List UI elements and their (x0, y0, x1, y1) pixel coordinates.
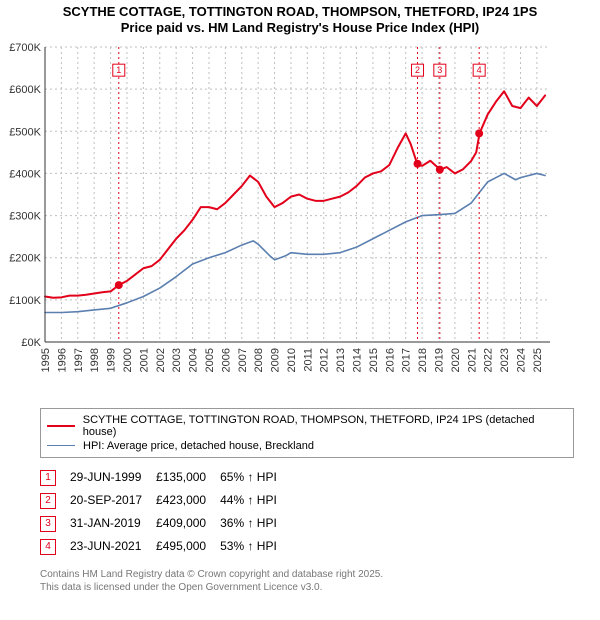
transaction-marker: 3 (40, 516, 56, 532)
title-line1: SCYTHE COTTAGE, TOTTINGTON ROAD, THOMPSO… (0, 4, 600, 20)
svg-text:2014: 2014 (352, 348, 364, 372)
svg-text:2016: 2016 (384, 348, 396, 372)
svg-text:2017: 2017 (401, 348, 413, 372)
svg-text:2013: 2013 (335, 348, 347, 372)
footer-line1: Contains HM Land Registry data © Crown c… (40, 568, 600, 581)
transaction-marker: 1 (40, 470, 56, 486)
svg-text:2008: 2008 (253, 348, 265, 372)
legend-label: SCYTHE COTTAGE, TOTTINGTON ROAD, THOMPSO… (83, 414, 567, 438)
transaction-price: £423,000 (156, 489, 220, 512)
svg-text:2011: 2011 (302, 348, 314, 372)
svg-text:1: 1 (116, 65, 121, 75)
svg-text:2023: 2023 (499, 348, 511, 372)
svg-text:£600K: £600K (9, 84, 41, 96)
transaction-marker: 2 (40, 493, 56, 509)
legend-row: SCYTHE COTTAGE, TOTTINGTON ROAD, THOMPSO… (47, 413, 567, 439)
svg-text:£400K: £400K (9, 168, 41, 180)
table-row: 3 31-JAN-2019£409,00036% ↑ HPI (40, 512, 291, 535)
svg-text:£500K: £500K (9, 126, 41, 138)
transaction-delta: 53% ↑ HPI (220, 535, 291, 558)
svg-text:£700K: £700K (9, 42, 41, 54)
transaction-price: £409,000 (156, 512, 220, 535)
svg-text:2012: 2012 (319, 348, 331, 372)
footer: Contains HM Land Registry data © Crown c… (40, 568, 600, 594)
transaction-price: £495,000 (156, 535, 220, 558)
transactions-table: 1 29-JUN-1999£135,00065% ↑ HPI 2 20-SEP-201… (40, 466, 291, 558)
transaction-delta: 36% ↑ HPI (220, 512, 291, 535)
svg-text:1995: 1995 (40, 348, 52, 372)
table-row: 2 20-SEP-2017£423,00044% ↑ HPI (40, 489, 291, 512)
transaction-date: 20-SEP-2017 (70, 489, 156, 512)
svg-text:2022: 2022 (483, 348, 495, 372)
legend: SCYTHE COTTAGE, TOTTINGTON ROAD, THOMPSO… (40, 408, 574, 458)
svg-text:2007: 2007 (237, 348, 249, 372)
svg-text:2009: 2009 (270, 348, 282, 372)
transaction-date: 29-JUN-1999 (70, 466, 156, 489)
svg-text:2006: 2006 (220, 348, 232, 372)
svg-text:1996: 1996 (56, 348, 68, 372)
svg-text:2021: 2021 (466, 348, 478, 372)
transaction-delta: 44% ↑ HPI (220, 489, 291, 512)
chart-title: SCYTHE COTTAGE, TOTTINGTON ROAD, THOMPSO… (0, 0, 600, 37)
svg-text:1998: 1998 (89, 348, 101, 372)
svg-text:2001: 2001 (138, 348, 150, 372)
transaction-delta: 65% ↑ HPI (220, 466, 291, 489)
svg-text:2002: 2002 (155, 348, 167, 372)
legend-label: HPI: Average price, detached house, Brec… (83, 440, 314, 452)
svg-text:£100K: £100K (9, 294, 41, 306)
table-row: 1 29-JUN-1999£135,00065% ↑ HPI (40, 466, 291, 489)
title-line2: Price paid vs. HM Land Registry's House … (0, 20, 600, 36)
transaction-price: £135,000 (156, 466, 220, 489)
svg-text:1999: 1999 (106, 348, 118, 372)
footer-line2: This data is licensed under the Open Gov… (40, 581, 600, 594)
svg-text:2020: 2020 (450, 348, 462, 372)
transaction-date: 23-JUN-2021 (70, 535, 156, 558)
svg-text:3: 3 (437, 65, 442, 75)
svg-text:£0K: £0K (21, 337, 41, 349)
legend-row: HPI: Average price, detached house, Brec… (47, 439, 567, 453)
svg-text:£200K: £200K (9, 252, 41, 264)
svg-text:2004: 2004 (188, 348, 200, 372)
svg-text:2025: 2025 (532, 348, 544, 372)
transaction-marker: 4 (40, 539, 56, 555)
svg-text:£300K: £300K (9, 210, 41, 222)
svg-text:2000: 2000 (122, 348, 134, 372)
svg-text:2003: 2003 (171, 348, 183, 372)
chart-svg: £0K £100K £200K £300K £400K £500K £600K £700K 19… (0, 37, 560, 397)
svg-text:2005: 2005 (204, 348, 216, 372)
table-row: 4 23-JUN-2021£495,00053% ↑ HPI (40, 535, 291, 558)
svg-text:2024: 2024 (515, 348, 527, 372)
svg-text:1997: 1997 (73, 348, 85, 372)
legend-swatch (47, 445, 75, 446)
svg-text:2018: 2018 (417, 348, 429, 372)
transaction-date: 31-JAN-2019 (70, 512, 156, 535)
chart-area: £0K £100K £200K £300K £400K £500K £600K £700K 19… (0, 37, 600, 402)
svg-text:2: 2 (415, 65, 420, 75)
svg-text:2015: 2015 (368, 348, 380, 372)
svg-text:2010: 2010 (286, 348, 298, 372)
svg-text:2019: 2019 (434, 348, 446, 372)
legend-swatch (47, 425, 75, 427)
svg-text:4: 4 (477, 65, 482, 75)
